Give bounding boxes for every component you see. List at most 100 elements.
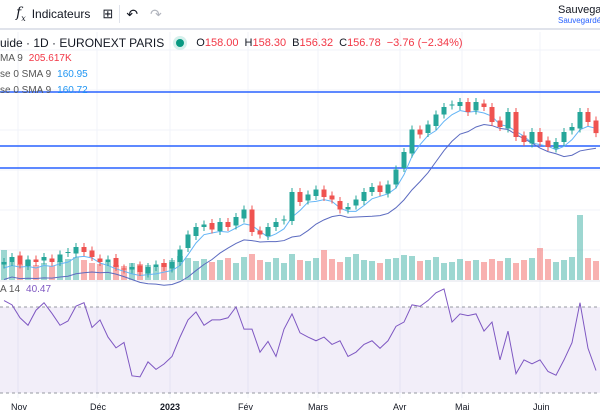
- candle-body: [561, 132, 567, 142]
- candle-body: [121, 268, 127, 270]
- x-tick-label: 2023: [160, 402, 181, 412]
- open-label: O: [196, 37, 205, 49]
- candle-body: [209, 223, 215, 230]
- volume-bar: [441, 263, 447, 280]
- candle-body: [297, 192, 303, 202]
- candle-body: [569, 127, 575, 131]
- volume-bar: [513, 263, 519, 280]
- volume-bar: [97, 264, 103, 280]
- candle-body: [385, 184, 391, 194]
- volume-bar: [569, 257, 575, 280]
- change-value: −3.76 (−2.34%): [386, 37, 463, 49]
- ma-slow-line: [3, 123, 597, 286]
- volume-bar: [225, 258, 231, 280]
- redo-button[interactable]: ↷: [144, 0, 168, 29]
- candle-body: [49, 258, 55, 262]
- volume-bar: [289, 254, 295, 280]
- volume-bar: [33, 265, 39, 280]
- rsi-value: 40.47: [26, 284, 52, 295]
- high-value: 158.30: [252, 37, 287, 49]
- volume-bar: [577, 215, 583, 280]
- price-chart[interactable]: [0, 32, 600, 413]
- ma-fast-line: [3, 109, 597, 277]
- x-tick-label: Nov: [11, 402, 28, 412]
- x-tick-label: Déc: [90, 402, 107, 412]
- candle-body: [513, 112, 519, 137]
- candle-body: [377, 185, 383, 192]
- volume-bar: [105, 262, 111, 280]
- candle-body: [241, 209, 247, 219]
- volume-ma-value: 205.617K: [28, 53, 72, 64]
- indicators-button[interactable]: fx Indicateurs: [10, 0, 96, 29]
- candle-body: [409, 129, 415, 154]
- candle-body: [73, 247, 79, 254]
- volume-ma-name: MA 9: [0, 53, 23, 64]
- volume-bar: [529, 258, 535, 280]
- candle-body: [161, 263, 167, 267]
- candle-body: [257, 230, 263, 235]
- volume-bar: [433, 257, 439, 280]
- candle-body: [89, 250, 95, 257]
- candle-body: [97, 258, 103, 262]
- ma1-legend: se 0 SMA 9 160.95: [0, 69, 88, 80]
- volume-bar: [177, 256, 183, 280]
- volume-bar: [233, 263, 239, 280]
- candle-body: [113, 258, 119, 267]
- candle-body: [313, 189, 319, 196]
- candle-body: [201, 224, 207, 227]
- candle-body: [489, 107, 495, 122]
- rsi-legend: A 14 40.47: [0, 284, 51, 295]
- volume-bar: [465, 261, 471, 280]
- x-tick-label: Mai: [455, 402, 470, 412]
- divider: [119, 5, 121, 23]
- candle-body: [193, 227, 199, 236]
- volume-bar: [209, 262, 215, 280]
- layout-button[interactable]: ⊞: [96, 0, 119, 29]
- volume-bar: [457, 259, 463, 280]
- candle-body: [153, 264, 159, 267]
- volume-bar: [297, 260, 303, 280]
- candle-body: [585, 112, 591, 122]
- candle-body: [553, 142, 559, 149]
- candle-body: [337, 201, 343, 210]
- volume-bar: [593, 261, 599, 280]
- volume-bar: [489, 259, 495, 280]
- symbol-legend: uide · 1D · EURONEXT PARIS O158.00 H158.…: [0, 36, 463, 50]
- volume-bar: [81, 260, 87, 280]
- candle-body: [1, 262, 7, 265]
- volume-bar: [273, 258, 279, 280]
- candle-body: [169, 262, 175, 269]
- volume-bar: [353, 254, 359, 280]
- volume-bar: [361, 260, 367, 280]
- volume-bar: [241, 257, 247, 280]
- open-value: 158.00: [204, 37, 239, 49]
- candle-body: [521, 135, 527, 142]
- ma2-value: 160.72: [57, 85, 88, 96]
- ma2-name: se 0 SMA 9: [0, 85, 52, 96]
- volume-bar: [321, 250, 327, 280]
- volume-bar: [553, 262, 559, 280]
- x-tick-label: Mars: [308, 402, 328, 412]
- volume-bar: [481, 262, 487, 280]
- top-toolbar: fx Indicateurs ⊞ ↶ ↷ Sauvegard Sauvegard…: [0, 0, 600, 30]
- candle-body: [449, 104, 455, 106]
- candle-body: [329, 195, 335, 200]
- volume-bar: [345, 257, 351, 280]
- x-tick-label: Juin: [533, 402, 550, 412]
- x-tick-label: Avr: [393, 402, 407, 412]
- redo-icon: ↷: [150, 5, 162, 22]
- volume-bar: [505, 258, 511, 280]
- volume-bar: [201, 259, 207, 280]
- candle-body: [249, 209, 255, 232]
- rsi-line: [3, 288, 597, 378]
- rsi-band: [0, 307, 600, 394]
- candle-body: [233, 217, 239, 226]
- x-tick-label: Fév: [238, 402, 254, 412]
- candle-body: [17, 255, 23, 265]
- volume-legend: MA 9 205.617K: [0, 53, 72, 64]
- candle-body: [57, 254, 63, 262]
- undo-button[interactable]: ↶: [120, 0, 144, 29]
- save-button[interactable]: Sauvegard Sauvegardé: [558, 4, 600, 25]
- candle-body: [577, 112, 583, 129]
- candle-body: [41, 257, 47, 261]
